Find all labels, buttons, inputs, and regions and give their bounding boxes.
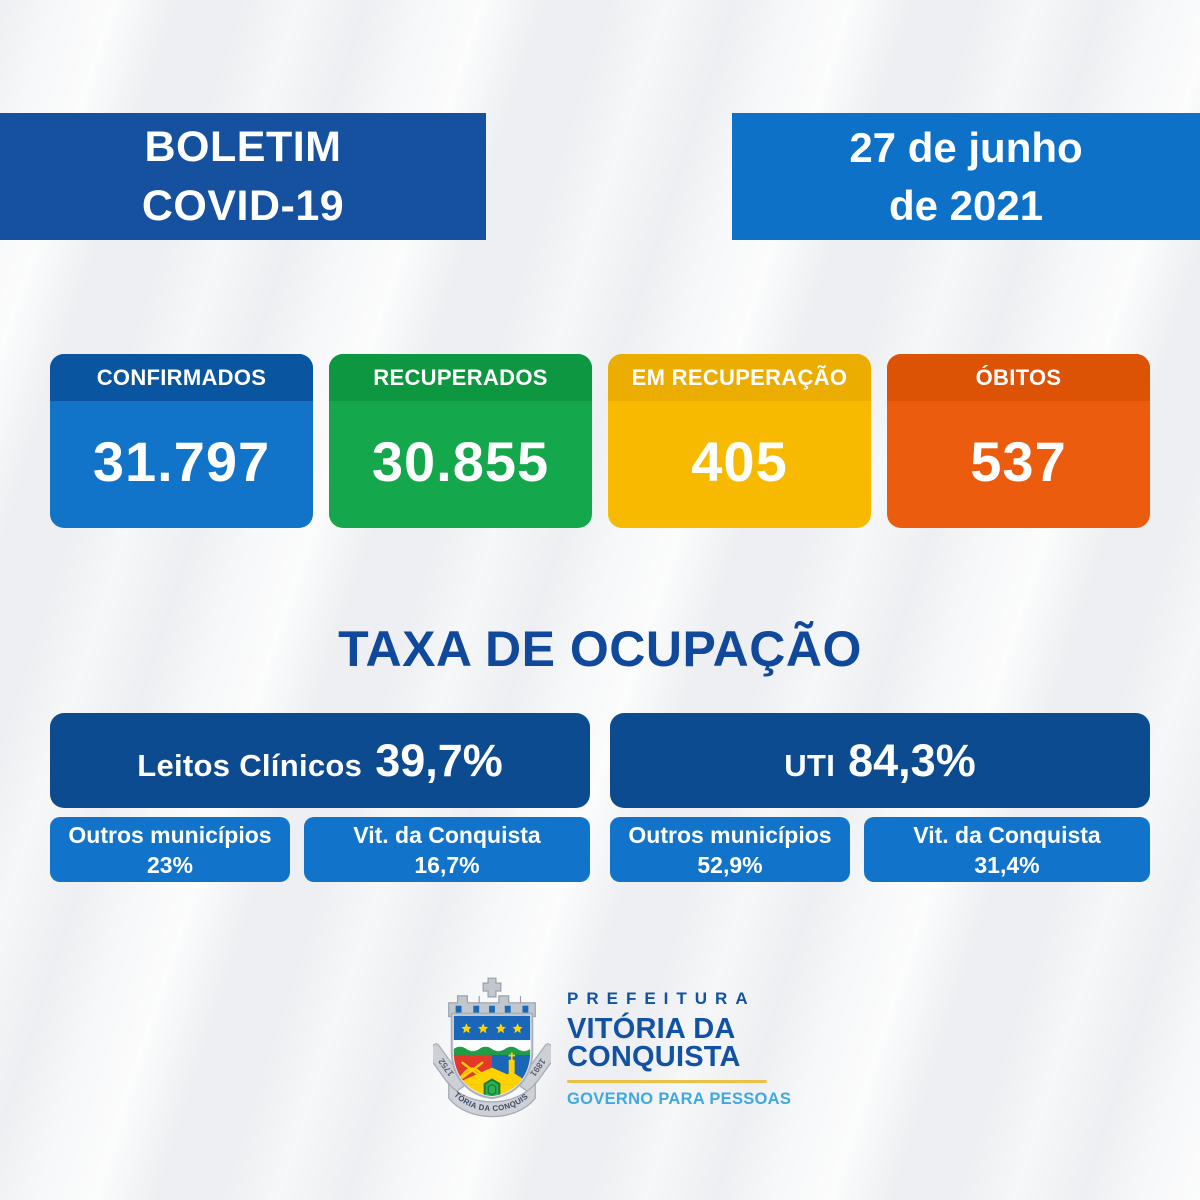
- occupancy-sub-row: Outros municípios 23% Vit. da Conquista …: [50, 817, 590, 882]
- occupancy-label: Leitos Clínicos: [137, 747, 363, 783]
- stat-card-confirmados: CONFIRMADOS 31.797: [50, 354, 313, 528]
- ribbon-left-tab: 1752: [433, 1043, 467, 1093]
- occupancy-sub-label: Outros municípios: [68, 821, 272, 848]
- mural-crown: [448, 977, 536, 1018]
- bulletin-date-line1: 27 de junho: [849, 123, 1083, 171]
- occupancy-label: UTI: [784, 747, 836, 783]
- occupancy-sub-row: Outros municípios 52,9% Vit. da Conquist…: [610, 817, 1150, 882]
- occupancy-title: TAXA DE OCUPAÇÃO: [338, 621, 862, 677]
- coat-of-arms-icon: 1752 1891: [433, 975, 551, 1118]
- occupancy-sub-vit-da-conquista: Vit. da Conquista 31,4%: [864, 817, 1150, 882]
- occupancy-sub-label: Vit. da Conquista: [913, 821, 1101, 848]
- brand-city-line2: CONQUISTA: [567, 1041, 741, 1073]
- brand-gold-divider: [567, 1080, 767, 1083]
- stat-card-em-recuperacao: EM RECUPERAÇÃO 405: [608, 354, 871, 528]
- occupancy-main-line: UTI 84,3%: [784, 735, 975, 787]
- occupancy-sub-outros-municipios: Outros municípios 52,9%: [610, 817, 850, 882]
- brand-city-line1: VITÓRIA DA: [567, 1013, 736, 1045]
- stat-card-value: 537: [970, 430, 1067, 493]
- occupancy-sub-label: Vit. da Conquista: [353, 821, 541, 848]
- occupancy-main-box: Leitos Clínicos 39,7%: [50, 713, 590, 808]
- stat-card-label: ÓBITOS: [887, 354, 1150, 401]
- stat-card-label: CONFIRMADOS: [50, 354, 313, 401]
- footer-brand: 1752 1891: [0, 975, 1200, 1123]
- occupancy-group-leitos-clinicos: Leitos Clínicos 39,7% Outros municípios …: [50, 713, 590, 882]
- brand-slogan: GOVERNO PARA PESSOAS: [567, 1090, 792, 1108]
- ribbon-right-tab: 1891: [517, 1043, 551, 1093]
- occupancy-sub-value: 23%: [146, 851, 194, 878]
- occupancy-sub-value: 31,4%: [974, 851, 1040, 878]
- bulletin-title-line2: COVID-19: [141, 181, 345, 230]
- stat-card-obitos: ÓBITOS 537: [887, 354, 1150, 528]
- stat-card-value: 405: [691, 430, 788, 493]
- stat-card-label: EM RECUPERAÇÃO: [608, 354, 871, 401]
- brand-text-block: PREFEITURA VITÓRIA DA CONQUISTA GOVERNO …: [567, 989, 792, 1109]
- bulletin-date-line2: de 2021: [888, 181, 1044, 229]
- stats-row: CONFIRMADOS 31.797 RECUPERADOS 30.855 EM…: [50, 354, 1150, 528]
- bulletin-title-box: BOLETIM COVID-19: [0, 113, 486, 240]
- stat-card-value: 31.797: [92, 430, 271, 493]
- stat-card-label: RECUPERADOS: [329, 354, 592, 401]
- occupancy-main-line: Leitos Clínicos 39,7%: [137, 735, 503, 787]
- occupancy-main-box: UTI 84,3%: [610, 713, 1150, 808]
- bulletin-date-box: 27 de junho de 2021: [732, 113, 1200, 240]
- brand-prefeitura: PREFEITURA: [567, 989, 756, 1008]
- stat-card-value: 30.855: [371, 430, 550, 493]
- occupancy-rate: 84,3%: [848, 734, 976, 786]
- occupancy-sub-value: 16,7%: [414, 851, 480, 878]
- occupancy-sub-outros-municipios: Outros municípios 23%: [50, 817, 290, 882]
- emerald-icon: [483, 1078, 501, 1097]
- bulletin-title-line1: BOLETIM: [144, 122, 342, 171]
- occupancy-sub-value: 52,9%: [697, 851, 763, 878]
- occupancy-sub-label: Outros municípios: [628, 821, 832, 848]
- occupancy-rate: 39,7%: [375, 734, 503, 786]
- occupancy-sub-vit-da-conquista: Vit. da Conquista 16,7%: [304, 817, 590, 882]
- stat-card-recuperados: RECUPERADOS 30.855: [329, 354, 592, 528]
- occupancy-group-uti: UTI 84,3% Outros municípios 52,9% Vit. d…: [610, 713, 1150, 882]
